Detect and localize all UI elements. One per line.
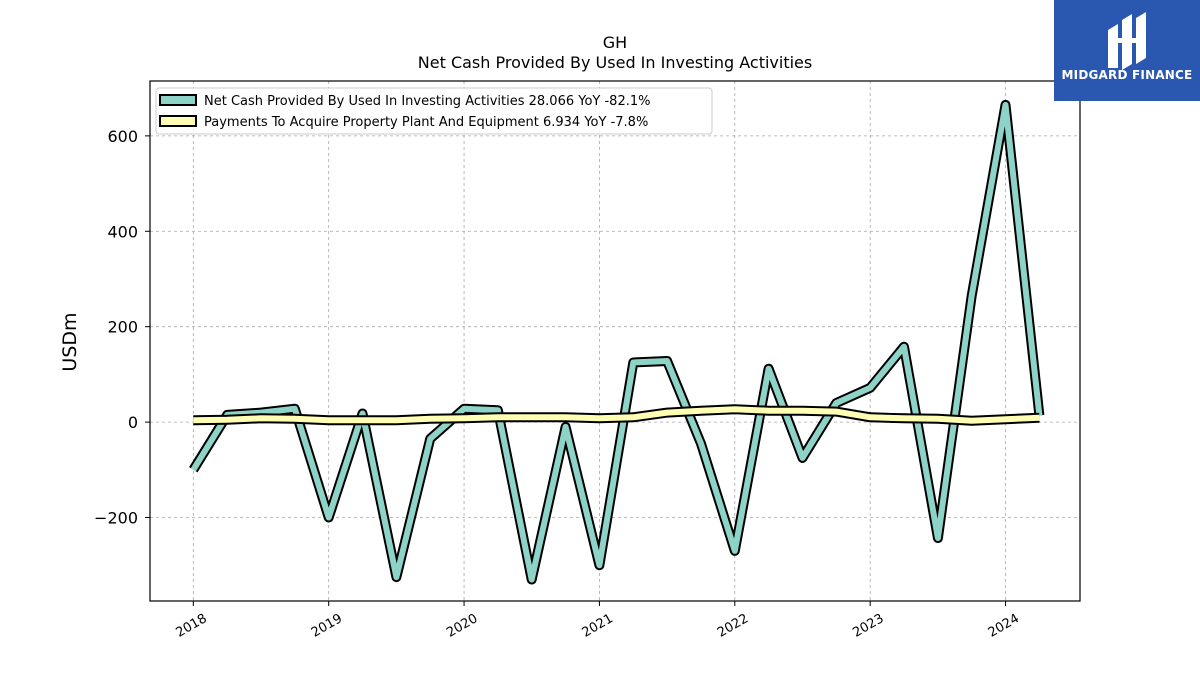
plot-frame: [149, 80, 1081, 602]
legend-swatch: [159, 115, 197, 127]
chart-title: GH: [603, 33, 627, 52]
brand-mark-icon: [1108, 12, 1146, 70]
x-axis: 2018 2019 2020 2021 2022 2023 2024: [173, 601, 1022, 641]
y-axis-label: USDm: [59, 312, 81, 371]
legend-label: Payments To Acquire Property Plant And E…: [204, 115, 648, 130]
legend-label: Net Cash Provided By Used In Investing A…: [204, 94, 650, 109]
legend: Net Cash Provided By Used In Investing A…: [155, 87, 713, 135]
y-tick-label: 200: [107, 318, 138, 337]
brand-logo: MIDGARD FINANCE: [1054, 0, 1200, 101]
x-tick-label: 2021: [580, 611, 616, 641]
x-tick-label: 2019: [309, 611, 345, 641]
brand-name: MIDGARD FINANCE: [1061, 68, 1193, 82]
x-tick-label: 2024: [986, 611, 1022, 641]
series-1-line: [193, 406, 1040, 424]
y-tick-label: −200: [94, 509, 138, 528]
y-axis: −200 0 200 400 600: [94, 127, 150, 528]
series-0-line: [190, 101, 1043, 583]
x-tick-label: 2023: [850, 611, 886, 641]
y-tick-label: 600: [107, 127, 138, 146]
series-lines: [189, 99, 1045, 585]
x-tick-label: 2018: [173, 611, 209, 641]
legend-box: [155, 87, 713, 135]
x-tick-label: 2020: [444, 611, 480, 641]
legend-swatch: [159, 94, 197, 106]
series-0-outline: [189, 99, 1045, 585]
chart-subtitle: Net Cash Provided By Used In Investing A…: [418, 53, 812, 72]
x-tick-label: 2022: [715, 611, 751, 641]
y-tick-label: 400: [107, 222, 138, 241]
y-tick-label: 0: [128, 413, 138, 432]
